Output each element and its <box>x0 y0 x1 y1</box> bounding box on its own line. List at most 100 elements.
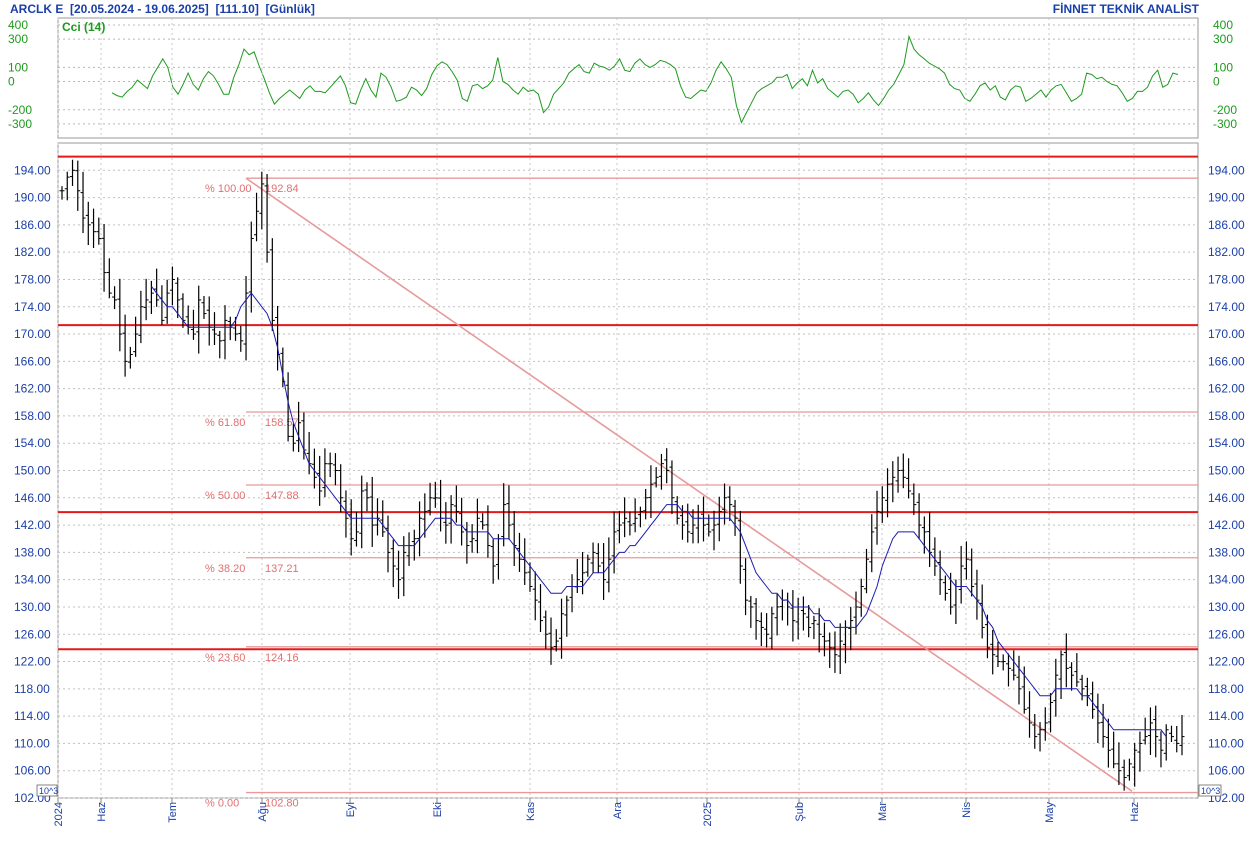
price-bar <box>432 481 438 508</box>
price-bar <box>401 536 407 597</box>
price-tick-label-left: 170.00 <box>14 327 51 341</box>
price-bar <box>674 496 680 525</box>
cci-tick-label-right: -200 <box>1213 103 1237 117</box>
price-bar <box>1121 759 1127 791</box>
price-tick-label-left: 182.00 <box>14 245 51 259</box>
cci-line <box>111 34 1179 124</box>
price-bar <box>112 286 118 310</box>
cci-tick-label-left: 100 <box>8 60 28 74</box>
cci-tick-label-left: -300 <box>8 117 32 131</box>
price-bar <box>296 401 302 453</box>
price-bar <box>585 554 591 577</box>
price-bar <box>422 493 428 538</box>
price-bar <box>764 613 770 648</box>
price-bar <box>1053 658 1059 717</box>
price-tick-label-right: 106.00 <box>1208 764 1245 778</box>
price-bar <box>222 305 228 360</box>
cci-tick-label-right: 300 <box>1213 32 1233 46</box>
price-bar <box>327 452 333 478</box>
price-bar <box>127 346 133 369</box>
price-bar <box>480 513 486 530</box>
price-bar <box>774 593 780 636</box>
price-tick-label-left: 162.00 <box>14 382 51 396</box>
price-bar <box>506 485 512 540</box>
price-bar <box>648 465 654 519</box>
price-tick-label-right: 174.00 <box>1208 300 1245 314</box>
price-tick-label-left: 186.00 <box>14 218 51 232</box>
price-bar <box>501 483 507 547</box>
price-bar <box>1037 722 1043 752</box>
price-bar <box>1105 718 1111 768</box>
price-tick-label-right: 182.00 <box>1208 245 1245 259</box>
price-bar <box>259 171 265 230</box>
price-bar <box>474 498 480 554</box>
price-tick-label-right: 130.00 <box>1208 600 1245 614</box>
x-tick-label: Tem <box>167 802 179 823</box>
price-bar <box>169 266 175 306</box>
x-tick-label: Mar <box>877 802 889 821</box>
price-bar <box>748 595 754 628</box>
price-bar <box>91 208 97 248</box>
price-bar <box>85 201 91 246</box>
ticker-label: ARCLK E <box>10 2 64 16</box>
price-bar <box>264 174 270 263</box>
price-bar <box>885 468 891 518</box>
price-tick-label-right: 134.00 <box>1208 573 1245 587</box>
price-bar <box>1058 650 1064 699</box>
x-tick-label: Haz <box>96 802 108 822</box>
price-bar <box>732 499 738 536</box>
price-bar <box>1063 633 1069 688</box>
price-bar <box>1000 654 1006 671</box>
price-bar <box>1074 653 1080 687</box>
cci-tick-label-right: 0 <box>1213 75 1220 89</box>
price-bar <box>380 500 386 537</box>
price-bar <box>385 515 391 573</box>
price-bar <box>317 455 323 506</box>
x-tick-label: Haz <box>1129 802 1141 822</box>
x-tick-label: Eyl <box>345 802 357 817</box>
price-bar <box>332 453 338 486</box>
cci-frame <box>57 17 1199 139</box>
price-bar <box>737 510 743 584</box>
price-bar <box>564 595 570 637</box>
price-bar <box>864 548 870 594</box>
price-bar <box>837 623 843 675</box>
fibonacci-pct-label: % 23.60 <box>205 652 245 664</box>
price-bar <box>1090 681 1096 719</box>
price-tick-label-left: 178.00 <box>14 272 51 286</box>
price-bar <box>995 641 1001 668</box>
price-bar <box>911 483 917 516</box>
cci-tick-label-right: 100 <box>1213 60 1233 74</box>
price-bar <box>196 285 202 354</box>
period-label: [Günlük] <box>265 2 315 16</box>
price-bar <box>201 296 207 319</box>
price-tick-label-right: 138.00 <box>1208 545 1245 559</box>
price-bar <box>832 631 838 673</box>
price-bar <box>806 605 812 638</box>
price-bar <box>632 498 638 533</box>
price-bar <box>1142 717 1148 745</box>
price-bar <box>595 543 601 574</box>
price-bar <box>879 486 885 523</box>
price-tick-label-left: 114.00 <box>14 709 50 723</box>
price-bar <box>427 482 433 516</box>
price-bar <box>254 192 260 242</box>
price-bar <box>1011 650 1017 681</box>
price-bar <box>816 608 822 653</box>
price-bar <box>396 550 402 599</box>
price-bar <box>390 539 396 588</box>
x-tick-label: Nis <box>961 802 973 818</box>
price-bar <box>548 617 554 665</box>
price-bar <box>716 496 722 542</box>
price-bar <box>790 590 796 642</box>
price-bar <box>701 496 707 542</box>
cci-tick-label-left: 300 <box>8 32 28 46</box>
price-tick-label-left: 138.00 <box>14 545 51 559</box>
price-bar <box>1132 742 1138 787</box>
scale-label-left: 10^3 <box>39 786 58 796</box>
scale-box-left <box>36 784 58 797</box>
price-tick-label-right: 186.00 <box>1208 218 1245 232</box>
price-bar <box>1021 666 1027 714</box>
price-tick-label-left: 154.00 <box>14 436 51 450</box>
